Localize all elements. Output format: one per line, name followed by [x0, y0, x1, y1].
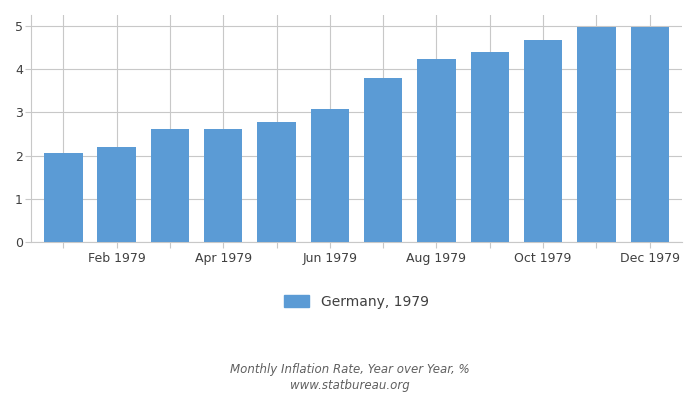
Bar	[44, 153, 83, 242]
Bar	[578, 27, 615, 242]
Bar	[470, 52, 509, 242]
Bar	[524, 40, 562, 242]
Bar	[631, 27, 669, 242]
Bar	[417, 59, 456, 242]
Text: www.statbureau.org: www.statbureau.org	[290, 379, 410, 392]
Legend: Germany, 1979: Germany, 1979	[284, 295, 428, 309]
Bar	[150, 128, 189, 242]
Bar	[97, 147, 136, 242]
Text: Monthly Inflation Rate, Year over Year, %: Monthly Inflation Rate, Year over Year, …	[230, 363, 470, 376]
Bar	[204, 128, 242, 242]
Bar	[258, 122, 295, 242]
Bar	[311, 110, 349, 242]
Bar	[364, 78, 402, 242]
